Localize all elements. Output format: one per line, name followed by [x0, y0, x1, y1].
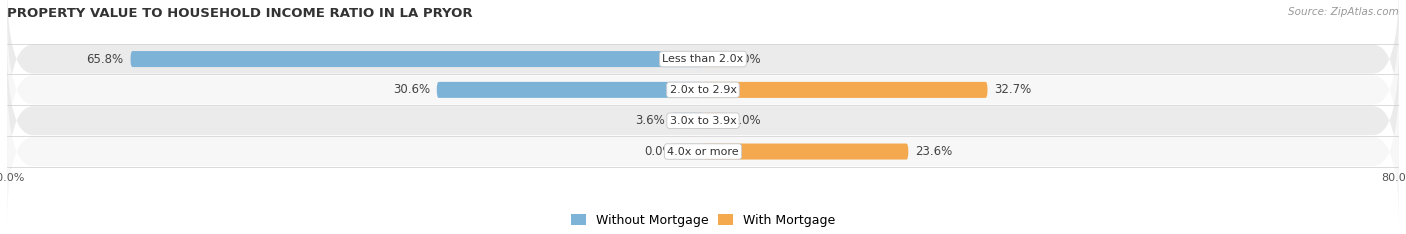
Text: 23.6%: 23.6%	[915, 145, 952, 158]
Text: 0.0%: 0.0%	[731, 114, 761, 127]
Text: 2.0x to 2.9x: 2.0x to 2.9x	[669, 85, 737, 95]
Text: PROPERTY VALUE TO HOUSEHOLD INCOME RATIO IN LA PRYOR: PROPERTY VALUE TO HOUSEHOLD INCOME RATIO…	[7, 7, 472, 20]
Text: 0.0%: 0.0%	[645, 145, 675, 158]
Legend: Without Mortgage, With Mortgage: Without Mortgage, With Mortgage	[565, 209, 841, 232]
FancyBboxPatch shape	[7, 43, 1399, 199]
FancyBboxPatch shape	[703, 113, 724, 129]
FancyBboxPatch shape	[437, 82, 703, 98]
FancyBboxPatch shape	[131, 51, 703, 67]
FancyBboxPatch shape	[7, 0, 1399, 137]
FancyBboxPatch shape	[682, 143, 703, 160]
FancyBboxPatch shape	[703, 143, 908, 160]
Text: 3.0x to 3.9x: 3.0x to 3.9x	[669, 116, 737, 126]
FancyBboxPatch shape	[703, 82, 987, 98]
Text: 32.7%: 32.7%	[994, 83, 1032, 96]
Text: Less than 2.0x: Less than 2.0x	[662, 54, 744, 64]
Text: 3.6%: 3.6%	[636, 114, 665, 127]
Text: 0.0%: 0.0%	[731, 53, 761, 66]
FancyBboxPatch shape	[703, 51, 724, 67]
Text: 30.6%: 30.6%	[392, 83, 430, 96]
FancyBboxPatch shape	[7, 12, 1399, 168]
Text: Source: ZipAtlas.com: Source: ZipAtlas.com	[1288, 7, 1399, 17]
Text: 65.8%: 65.8%	[87, 53, 124, 66]
FancyBboxPatch shape	[672, 113, 703, 129]
Text: 4.0x or more: 4.0x or more	[668, 146, 738, 157]
FancyBboxPatch shape	[7, 73, 1399, 230]
